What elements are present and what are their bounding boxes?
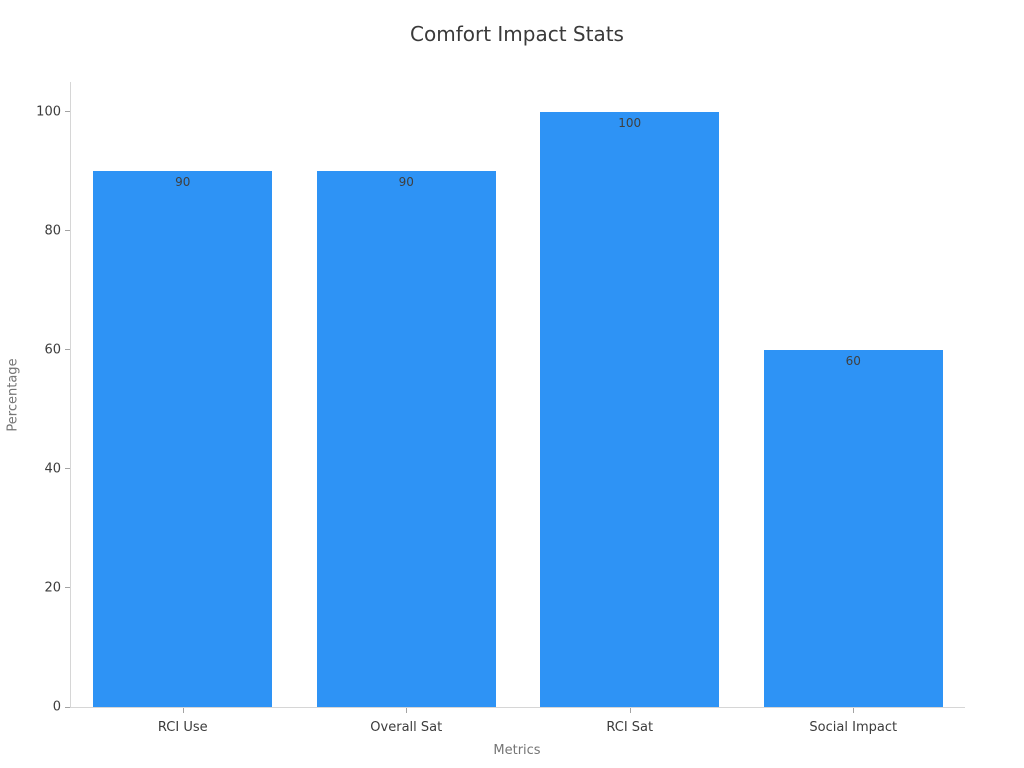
- y-tick-mark: [65, 706, 70, 708]
- y-tick-mark: [65, 468, 70, 470]
- y-tick-mark: [65, 111, 70, 113]
- y-tick-mark: [65, 587, 70, 589]
- y-axis-label: Percentage: [5, 357, 21, 432]
- y-tick-label: 0: [52, 699, 61, 715]
- bar-value-label: 90: [175, 175, 191, 190]
- y-tick-mark: [65, 230, 70, 232]
- x-tick-mark: [629, 708, 631, 713]
- x-tick-label: RCI Use: [157, 720, 208, 735]
- y-tick-label: 80: [44, 223, 61, 239]
- y-tick-label: 20: [44, 580, 61, 596]
- x-axis-label: Metrics: [493, 743, 541, 758]
- x-tick-label: RCI Sat: [606, 720, 654, 735]
- x-tick-mark: [406, 708, 408, 713]
- y-tick-label: 60: [44, 342, 61, 358]
- chart-title: Comfort Impact Stats: [410, 22, 624, 46]
- x-tick-mark: [182, 708, 184, 713]
- y-axis-label-wrap: Percentage: [0, 82, 26, 707]
- plot-area: 0 20 40 60 80 100 90 90 100 60 RCI Use Overall Sa…: [36, 82, 965, 735]
- bar-value-label: 100: [618, 115, 642, 130]
- x-tick-mark: [853, 708, 855, 713]
- x-tick-label: Social Impact: [809, 720, 898, 735]
- x-tick-label: Overall Sat: [370, 720, 443, 735]
- bar-value-label: 90: [398, 175, 414, 190]
- bar: 100: [540, 111, 720, 707]
- bar: 90: [316, 171, 496, 707]
- y-tick-label: 40: [44, 461, 61, 477]
- y-tick-label: 100: [36, 104, 61, 120]
- bar: 90: [93, 171, 273, 707]
- y-tick-mark: [65, 349, 70, 351]
- bar: 60: [763, 349, 943, 707]
- bar-value-label: 60: [845, 353, 861, 368]
